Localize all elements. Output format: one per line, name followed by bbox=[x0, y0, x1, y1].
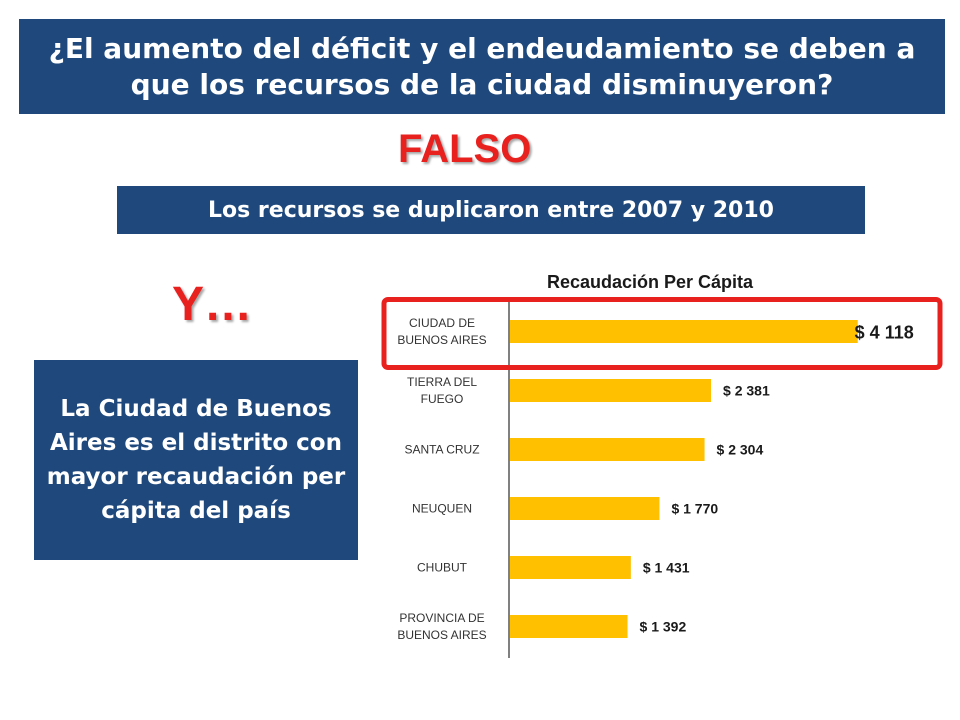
category-label-1: TIERRA DEL FUEGO bbox=[407, 375, 477, 406]
chart-title: Recaudación Per Cápita bbox=[547, 272, 754, 292]
bar-0 bbox=[510, 320, 858, 343]
revenue-per-capita-chart: Recaudación Per Cápita CIUDAD DE BUENOS A… bbox=[381, 272, 943, 658]
category-label-0: CIUDAD DE BUENOS AIRES bbox=[397, 316, 486, 347]
value-label-5: $ 1 392 bbox=[640, 619, 687, 635]
category-label-2: SANTA CRUZ bbox=[404, 443, 479, 457]
subtitle-banner: Los recursos se duplicaron entre 2007 y … bbox=[117, 186, 865, 234]
page-title: ¿El aumento del déficit y el endeudamien… bbox=[48, 31, 916, 101]
bar-3 bbox=[510, 497, 660, 520]
verdict-text: FALSO bbox=[398, 127, 532, 171]
value-label-3: $ 1 770 bbox=[671, 501, 718, 517]
bar-1 bbox=[510, 379, 712, 402]
highlight-box bbox=[381, 297, 943, 370]
value-label-0: $ 4 118 bbox=[855, 323, 914, 343]
bar-5 bbox=[510, 615, 628, 638]
y-text: Y… bbox=[172, 278, 253, 331]
info-box: La Ciudad de Buenos Aires es el distrito… bbox=[34, 360, 358, 560]
subtitle-text: Los recursos se duplicaron entre 2007 y … bbox=[208, 197, 774, 223]
value-label-2: $ 2 304 bbox=[717, 442, 764, 458]
bar-4 bbox=[510, 556, 631, 579]
category-label-3: NEUQUEN bbox=[412, 502, 472, 516]
bar-2 bbox=[510, 438, 705, 461]
bars-group bbox=[510, 320, 858, 638]
category-labels-group: CIUDAD DE BUENOS AIRES TIERRA DEL FUEGO SANT… bbox=[397, 316, 486, 642]
value-labels-group: $ 4 118 $ 2 381 $ 2 304 $ 1 770 $ 1 431 $ 1 3… bbox=[640, 323, 914, 635]
category-label-5: PROVINCIA DE BUENOS AIRES bbox=[397, 611, 486, 642]
category-label-4: CHUBUT bbox=[417, 561, 468, 575]
value-label-4: $ 1 431 bbox=[643, 560, 690, 576]
title-banner: ¿El aumento del déficit y el endeudamien… bbox=[19, 19, 945, 114]
value-label-1: $ 2 381 bbox=[723, 383, 770, 399]
info-box-text: La Ciudad de Buenos Aires es el distrito… bbox=[46, 396, 346, 524]
